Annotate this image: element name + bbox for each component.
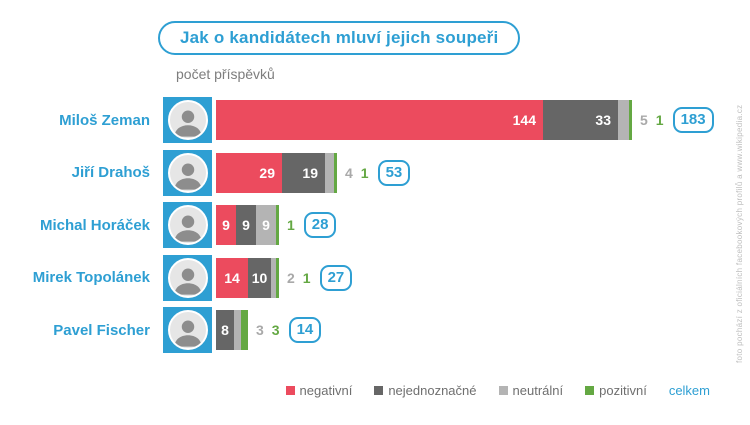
- legend-label: nejednoznačné: [388, 383, 477, 398]
- bar-segment-negative: 144: [216, 100, 543, 140]
- segment-value: 14: [224, 269, 240, 286]
- outside-value-neutral: 4: [345, 164, 353, 181]
- outside-value-neutral: 2: [287, 269, 295, 286]
- person-photo-placeholder-icon: [167, 310, 208, 350]
- candidate-avatar: [163, 254, 212, 301]
- segment-value: 33: [595, 112, 611, 128]
- stacked-bar: 8: [216, 310, 248, 350]
- bar-segment-neutral: [325, 152, 334, 193]
- outside-value-neutral: 3: [256, 322, 264, 338]
- bar-segment-ambiguous: 10: [248, 257, 271, 298]
- legend-swatch: [498, 386, 508, 395]
- segment-value: 8: [221, 322, 229, 338]
- outside-value-positive: 3: [271, 322, 280, 338]
- photo-credit: foto pochází z oficiálních facebookových…: [735, 104, 744, 363]
- bar-segment-negative: 29: [216, 152, 282, 193]
- stacked-bar: 144 33: [216, 100, 632, 140]
- bar-segment-positive: [276, 257, 279, 298]
- legend-label-total: celkem: [668, 383, 710, 398]
- chart-title: Jak o kandidátech mluví jejich soupeři: [180, 28, 499, 47]
- candidate-row: Jiří Drahoš 29 19 4 1 53: [0, 149, 750, 196]
- bar-segment-neutral: 9: [256, 205, 276, 245]
- candidate-avatar: [163, 202, 212, 248]
- outside-value-positive: 1: [287, 217, 295, 233]
- segment-value: 19: [302, 164, 318, 181]
- legend-swatch: [374, 386, 384, 395]
- candidate-name: Mirek Topolánek: [32, 269, 150, 286]
- segment-value: 9: [242, 217, 250, 233]
- candidate-name: Michal Horáček: [39, 216, 150, 234]
- person-photo-placeholder-icon: [167, 257, 208, 298]
- candidate-row: Miloš Zeman 144 33 5 1 183: [0, 97, 750, 143]
- total-badge: 14: [288, 317, 322, 343]
- segment-value: 9: [262, 217, 270, 233]
- legend-item: nejednoznačné: [374, 383, 477, 398]
- total-badge: 27: [319, 264, 353, 291]
- chart-title-pill: Jak o kandidátech mluví jejich soupeři: [158, 21, 521, 55]
- bar-segment-ambiguous: 9: [236, 205, 256, 245]
- bar-segment-positive: [241, 310, 248, 350]
- bar-segment-positive: [334, 152, 337, 193]
- total-badge: 183: [672, 107, 714, 133]
- bar-segment-negative: 9: [216, 205, 236, 245]
- candidate-avatar: [163, 149, 212, 196]
- person-photo-placeholder-icon: [167, 205, 208, 245]
- outside-value-positive: 1: [655, 112, 664, 128]
- legend-item: celkem: [669, 383, 710, 398]
- legend-label: negativní: [299, 383, 353, 398]
- stacked-bar: 29 19: [216, 152, 337, 193]
- segment-value: 144: [512, 112, 536, 128]
- bar-segment-positive: [629, 100, 632, 140]
- candidate-avatar: [163, 307, 212, 353]
- bar-segment-ambiguous: 33: [543, 100, 618, 140]
- value-axis-caption: počet příspěvků: [176, 66, 275, 82]
- outside-value-positive: 1: [302, 269, 311, 286]
- bar-segment-ambiguous: 19: [282, 152, 325, 193]
- legend-item: neutrální: [498, 383, 564, 398]
- person-photo-placeholder-icon: [167, 152, 208, 193]
- total-badge: 28: [303, 212, 337, 238]
- bar-segment-ambiguous: 8: [216, 310, 234, 350]
- candidate-name: Jiří Drahoš: [71, 164, 150, 181]
- legend-item: pozitivní: [585, 383, 647, 398]
- legend-label: neutrální: [512, 383, 564, 398]
- outside-value-positive: 1: [360, 164, 369, 181]
- chart-rows: Miloš Zeman 144 33 5 1 183 Jiří Drahoš 29 19 4 1 53…: [0, 97, 750, 353]
- legend-swatch: [285, 386, 295, 395]
- legend-swatch: [585, 386, 595, 395]
- legend-item: negativní: [285, 383, 353, 398]
- stacked-bar: 14 10: [216, 257, 279, 298]
- bar-segment-neutral: [618, 100, 629, 140]
- bar-segment-neutral: [271, 257, 276, 298]
- segment-value: 10: [251, 269, 268, 286]
- bar-segment-positive: [276, 205, 279, 245]
- candidate-row: Pavel Fischer 8 3 3 14: [0, 307, 750, 353]
- bar-segment-negative: 14: [216, 257, 248, 298]
- candidate-name: Miloš Zeman: [59, 111, 150, 129]
- segment-value: 9: [222, 217, 230, 233]
- candidate-avatar: [163, 97, 212, 143]
- candidate-row: Mirek Topolánek 14 10 2 1 27: [0, 254, 750, 301]
- legend-label: pozitivní: [599, 383, 647, 398]
- bar-segment-neutral: [234, 310, 241, 350]
- candidate-name: Pavel Fischer: [53, 321, 150, 339]
- candidate-row: Michal Horáček 9 9 9 1 28: [0, 202, 750, 248]
- chart-legend: negativní nejednoznačné neutrální pozitivní…: [285, 383, 710, 398]
- person-photo-placeholder-icon: [167, 100, 208, 140]
- total-badge: 53: [377, 159, 411, 186]
- segment-value: 29: [259, 164, 275, 181]
- outside-value-neutral: 5: [640, 112, 648, 128]
